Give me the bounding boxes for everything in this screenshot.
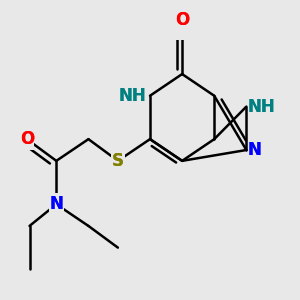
Bar [248, 139, 262, 161]
Text: S: S [112, 152, 124, 170]
Text: NH: NH [118, 87, 146, 105]
Bar [175, 18, 190, 40]
Text: N: N [50, 195, 63, 213]
Text: O: O [20, 130, 34, 148]
Text: O: O [175, 11, 189, 29]
Bar [116, 85, 146, 106]
Text: O: O [175, 11, 189, 29]
Text: S: S [112, 152, 124, 170]
Bar [248, 96, 277, 118]
Text: N: N [248, 141, 262, 159]
Bar [20, 128, 34, 150]
Text: N: N [50, 195, 63, 213]
Text: N: N [248, 141, 262, 159]
Text: O: O [20, 130, 34, 148]
Text: NH: NH [248, 98, 275, 116]
Text: NH: NH [248, 98, 275, 116]
Bar [110, 150, 125, 172]
Bar [49, 194, 64, 215]
Text: NH: NH [118, 87, 146, 105]
